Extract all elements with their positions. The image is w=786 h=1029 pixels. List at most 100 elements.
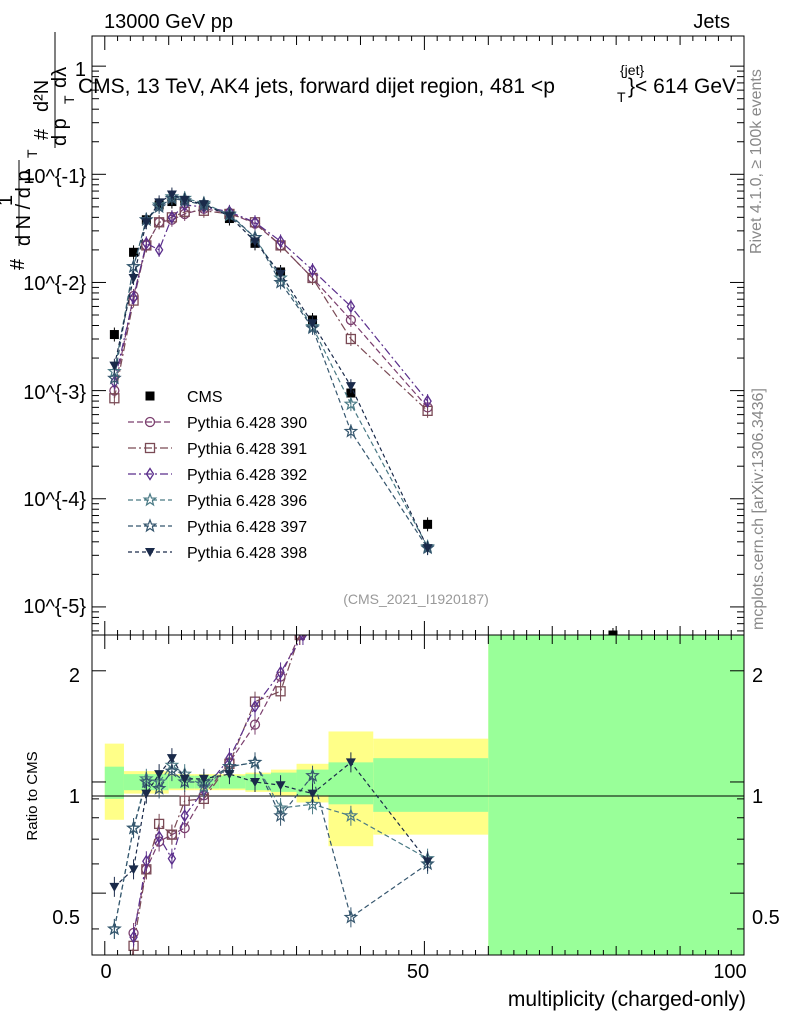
y-label-one: 1 [0,195,17,206]
y-tick-label: 10^{-1} [23,166,86,188]
legend-entry-397: Pythia 6.428 397 [128,518,307,536]
data-point [308,263,317,277]
y-label-sub-t: T [24,149,40,158]
ratio-y-tick-label: 1 [69,786,80,808]
legend-marker [145,391,155,401]
ratio-point [305,796,320,811]
ratio-point [151,780,167,795]
ratio-point [345,758,356,768]
ratio-y-axis-label: Ratio to CMS [24,751,41,840]
ratio-y-tick-label: 0.5 [52,907,80,929]
ratio-y-tick-label-right: 2 [752,665,763,687]
ratio-point [164,763,180,778]
plot-title-sup: {jet} [620,62,644,78]
x-tick-label: 50 [407,961,429,983]
series-pythia-6-428-398 [109,187,433,556]
legend-marker [144,416,156,428]
ratio-y-tick-label: 2 [69,665,80,687]
data-point [166,190,177,200]
ratio-point [126,820,141,835]
data-point [128,273,139,283]
data-point [154,198,165,208]
ratio-point [273,808,288,822]
data-point [129,291,138,305]
data-point [346,299,356,314]
legend-entry-cms: CMS [145,389,223,406]
ratio-point [154,770,165,780]
ratio-point [275,781,286,791]
main-y-axis-label: # d N / d p T 1 # d p T dλ d²N # [0,32,77,270]
data-point [109,393,120,404]
data-point [126,258,141,273]
y-tick-label: 10^{-3} [23,382,86,404]
legend-label: Pythia 6.428 390 [187,415,307,432]
ratio-point [141,789,152,799]
plot-title: CMS, 13 TeV, AK4 jets, forward dijet reg… [78,62,736,105]
ratio-point [343,808,359,822]
ratio-plot-series [107,635,435,955]
y-label-sub-t2: T [61,95,77,104]
ratio-point [180,809,189,823]
ratio-point [166,754,177,764]
legend-label: Pythia 6.428 398 [187,545,307,562]
data-point [422,544,433,554]
ratio-point [198,774,209,784]
legend-entry-398: Pythia 6.428 398 [128,545,307,562]
x-tick-label: 0 [100,961,111,983]
ratio-point [343,909,359,924]
legend-label: Pythia 6.428 391 [187,441,307,458]
data-point [129,247,139,257]
legend-marker [145,467,155,481]
data-point [276,234,285,249]
legend-entry-390: Pythia 6.428 390 [128,415,307,432]
ratio-y-tick-label-right: 0.5 [752,907,780,929]
y-label-hash-2: # [31,128,53,140]
ratio-point [247,754,263,769]
plot-title-sub: T [617,89,626,105]
x-tick-label: 100 [713,961,746,983]
axis-ticks [92,36,745,955]
y-label-hash: # [7,258,29,270]
data-point [305,320,320,335]
ratio-point [128,865,139,875]
category-label: Jets [693,11,730,33]
energy-label: 13000 GeV pp [104,11,233,33]
legend-marker [142,492,158,507]
ratio-point [224,770,235,780]
ratio-point [107,921,122,936]
y-label-hash-1: # [7,258,29,270]
ratio-point [305,768,320,782]
rivet-version-label: Rivet 4.1.0, ≥ 100k events [748,69,765,254]
data-point [142,236,151,251]
green-band-segment [373,758,489,812]
data-point [153,217,165,228]
y-label-dpt: d p [49,118,71,146]
data-point [423,394,432,408]
data-point [107,370,122,385]
ratio-point [250,699,260,714]
data-point [345,382,356,392]
y-label-d2n: d²N [31,80,53,112]
ratio-point [167,851,177,866]
data-point [343,396,359,411]
ratio-point [142,854,151,868]
x-tick-labels: 0 50 100 [100,961,746,983]
data-point [109,330,119,340]
legend-label: CMS [187,389,223,406]
y-label-dlambda: dλ [49,67,71,88]
data-point [224,212,235,222]
ratio-point [249,719,261,730]
data-point [307,319,318,329]
data-point [151,199,167,214]
data-point [345,314,357,326]
ratio-point [129,930,138,944]
ratio-point [166,829,178,840]
green-band-segment [488,635,744,955]
legend-label: Pythia 6.428 397 [187,519,307,536]
y-tick-label: 10^{-4} [23,489,86,511]
ratio-point [276,665,285,680]
data-point [154,243,164,257]
ratio-y-tick-label-right: 1 [752,786,763,808]
legend-entry-392: Pythia 6.428 392 [128,467,307,484]
ratio-series-pythia-6-428-398 [109,748,433,897]
